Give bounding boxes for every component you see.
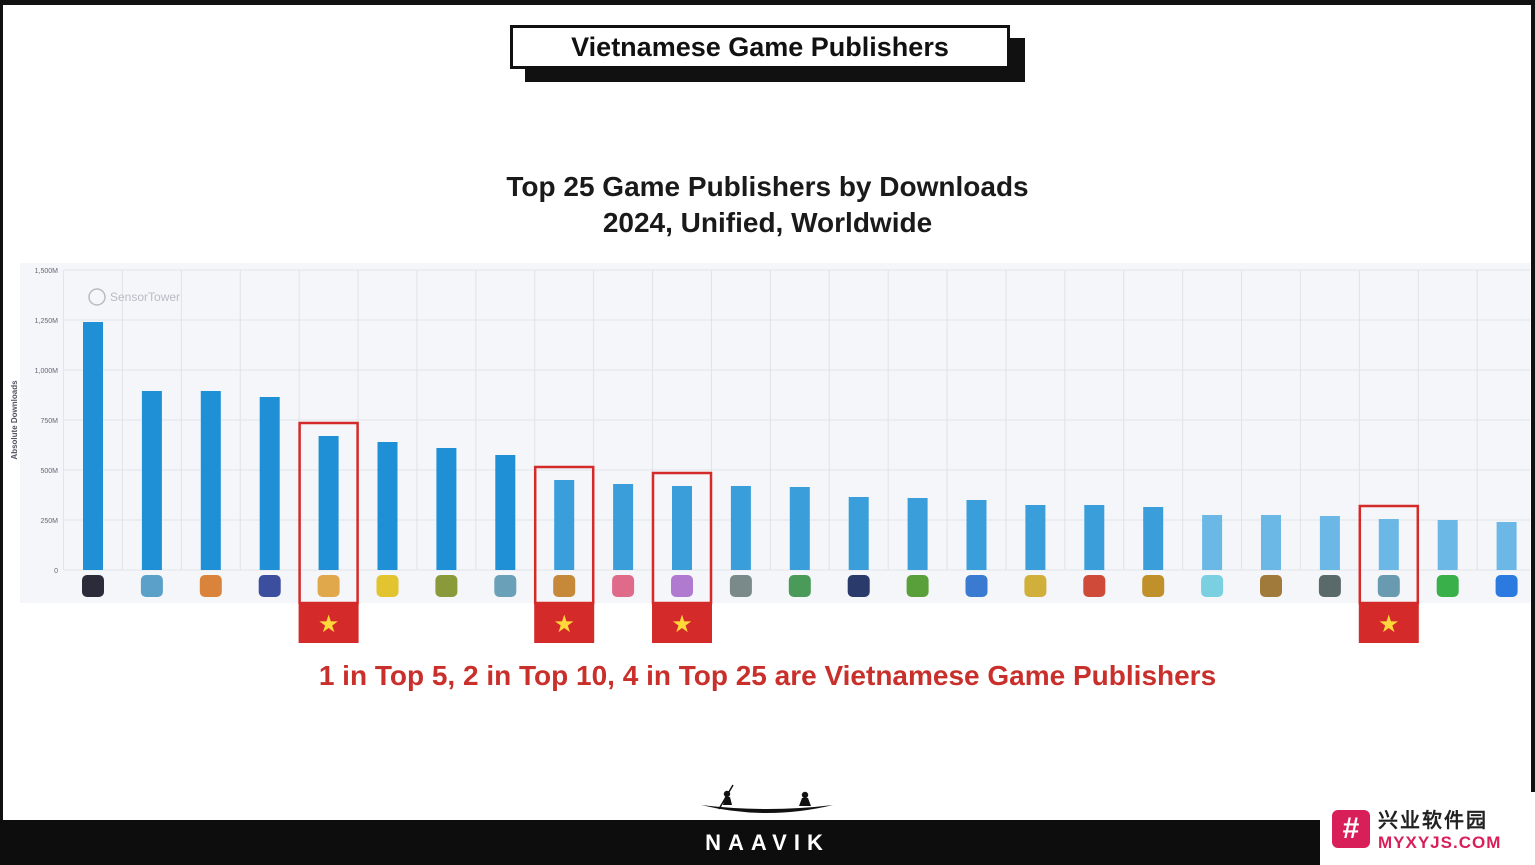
y-tick-label: 1,500M — [35, 268, 59, 275]
publisher-logo-icon — [1260, 575, 1282, 597]
bar-23 — [1378, 519, 1399, 570]
publisher-logo-icon — [1377, 575, 1400, 597]
publisher-logo-icon — [1024, 575, 1047, 597]
bar-19 — [1143, 507, 1164, 570]
publisher-logo-icon — [494, 575, 517, 597]
watermark-url: MYXYJS.COM — [1378, 833, 1502, 852]
frame-right-border — [1531, 0, 1535, 865]
frame-top-border — [0, 0, 1535, 5]
slide-title: Vietnamese Game Publishers — [510, 25, 1010, 69]
publisher-logo-icon — [671, 575, 693, 597]
publisher-logo-icon — [1142, 575, 1165, 597]
vietnam-star-icon: ★ — [1378, 610, 1400, 638]
bar-15 — [907, 498, 928, 570]
bar-24 — [1437, 520, 1458, 570]
vietnam-stat-annotation: 1 in Top 5, 2 in Top 10, 4 in Top 25 are… — [318, 660, 1217, 691]
bar-2 — [141, 391, 162, 570]
bar-9 — [554, 480, 575, 570]
publisher-logo-icon — [317, 575, 340, 597]
site-watermark[interactable]: # 兴业软件园 MYXYJS.COM — [1320, 792, 1535, 865]
plot-background — [20, 263, 1530, 603]
bar-3 — [200, 391, 221, 570]
bar-7 — [436, 448, 457, 570]
vietnam-flag — [298, 603, 359, 643]
publisher-logo-icon — [258, 575, 281, 597]
sensortower-icon — [88, 288, 106, 306]
publisher-logo-icon — [729, 575, 752, 597]
watermark-cn-text: 兴业软件园 — [1378, 810, 1488, 832]
y-axis-label: Absolute Downloads — [10, 380, 19, 460]
boat-logo-icon — [701, 784, 833, 813]
bar-20 — [1202, 515, 1223, 570]
vietnam-flag — [1358, 603, 1419, 643]
publisher-logo-icon — [1318, 575, 1341, 597]
source-watermark: SensorTower — [110, 290, 180, 304]
publisher-logo-icon — [612, 575, 635, 597]
vietnam-flag — [534, 603, 595, 643]
footer-bar — [0, 820, 1535, 865]
brand-name: NAAVIK — [705, 830, 830, 855]
publisher-logo-icon — [965, 575, 988, 597]
bar-11 — [672, 486, 692, 570]
frame-left-border — [0, 0, 3, 865]
y-tick-label: 1,250M — [35, 318, 59, 325]
publisher-logo-icon — [906, 575, 929, 597]
bar-4 — [259, 397, 280, 570]
publisher-logo-icon — [376, 575, 399, 597]
chart-subtitle: 2024, Unified, Worldwide — [602, 207, 933, 238]
bar-18 — [1084, 505, 1105, 570]
y-tick-label: 500M — [40, 468, 58, 475]
bar-17 — [1025, 505, 1046, 570]
bar-13 — [789, 487, 810, 570]
watermark-logo-icon: # — [1332, 809, 1370, 848]
bar-25 — [1496, 522, 1517, 570]
vietnam-star-icon: ★ — [553, 610, 575, 638]
publisher-logo-icon — [1083, 575, 1106, 597]
publisher-logo-icon — [788, 575, 811, 597]
bar-21 — [1261, 515, 1281, 570]
bar-chart: 0 250M 500M 750M 1,000M 1,250M 1,500M Absolute … — [10, 263, 1530, 643]
bar-5 — [318, 436, 339, 570]
publisher-logo-icon — [82, 575, 104, 597]
bar-12 — [730, 486, 751, 570]
publisher-logo-icon — [140, 575, 163, 597]
publisher-logo-icon — [847, 575, 870, 597]
y-tick-label: 750M — [40, 418, 58, 425]
y-tick-label: 0 — [54, 568, 58, 575]
y-tick-label: 250M — [40, 518, 58, 525]
bar-10 — [613, 484, 634, 570]
bar-8 — [495, 455, 516, 570]
bar-16 — [966, 500, 987, 570]
vietnam-flag — [652, 603, 712, 643]
publisher-logo-icon — [199, 575, 222, 597]
watermark-text: 兴业软件园 MYXYJS.COM — [1378, 804, 1501, 853]
bar-1 — [83, 322, 103, 570]
bar-6 — [377, 442, 398, 570]
publisher-logo-icon — [1201, 575, 1224, 597]
publisher-logo-icon — [553, 575, 576, 597]
chart-title: Top 25 Game Publishers by Downloads — [506, 171, 1029, 202]
publisher-logo-icon — [435, 575, 458, 597]
publisher-logo-icon — [1436, 575, 1459, 597]
publisher-logo-icon — [1495, 575, 1518, 597]
vietnam-star-icon: ★ — [318, 610, 340, 638]
vietnam-star-icon: ★ — [671, 610, 693, 638]
bar-22 — [1319, 516, 1340, 570]
y-tick-label: 1,000M — [35, 368, 59, 375]
bar-14 — [848, 497, 869, 570]
